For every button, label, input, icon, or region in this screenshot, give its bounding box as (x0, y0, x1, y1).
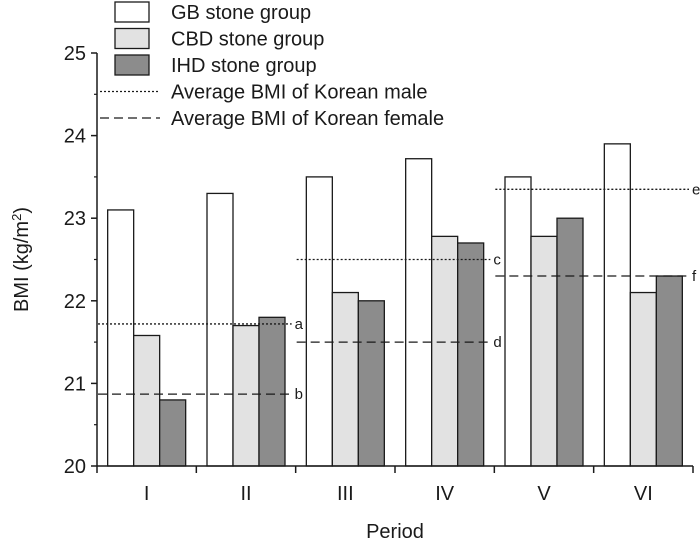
x-tick-label-I: I (144, 483, 150, 505)
bar-gb-VI (603, 143, 631, 467)
reference-line-tag-f: f (692, 268, 697, 285)
y-tick-label-20: 20 (64, 456, 86, 478)
bar-gb-III (305, 176, 333, 467)
reference-line-tag-c: c (493, 252, 501, 269)
x-tick-label-III: III (337, 483, 354, 505)
bar-ihd-II (258, 316, 286, 467)
legend-label-ihd: IHD stone group (171, 55, 317, 77)
x-tick-label-IV: IV (435, 483, 455, 505)
bar-cbd-IV (431, 235, 459, 467)
y-tick-label-21: 21 (64, 373, 86, 395)
legend-label-dashed: Average BMI of Korean female (171, 108, 444, 130)
y-tick-label-24: 24 (64, 126, 86, 148)
x-tick-label-II: II (240, 483, 251, 505)
x-axis-title: Period (366, 521, 424, 541)
bar-cbd-III (331, 291, 359, 467)
reference-line-tag-e: e (692, 181, 700, 198)
y-tick-label-25: 25 (64, 43, 86, 65)
y-tick-label-23: 23 (64, 208, 86, 230)
bar-ihd-VI (655, 275, 683, 467)
x-tick-label-V: V (537, 483, 551, 505)
bars-layer: a c e b d f (98, 143, 700, 467)
legend-label-dotted: Average BMI of Korean male (171, 82, 427, 104)
bar-gb-I (107, 209, 135, 467)
legend: GB stone group CBD stone group IHD stone g… (100, 1, 444, 130)
bar-gb-II (206, 192, 234, 467)
bar-ihd-III (357, 300, 385, 467)
bar-ihd-IV (457, 242, 485, 467)
legend-label-cbd: CBD stone group (171, 29, 324, 51)
bar-cbd-V (530, 235, 558, 467)
bar-cbd-I (133, 334, 161, 467)
legend-swatch-ihd (114, 54, 150, 76)
bar-cbd-VI (629, 291, 657, 467)
legend-swatch-gb (114, 1, 150, 23)
reference-line-tag-a: a (295, 316, 304, 333)
reference-line-tag-b: b (295, 386, 303, 403)
y-tick-label-22: 22 (64, 291, 86, 313)
x-tick-label-VI: VI (634, 483, 653, 505)
bar-ihd-V (556, 217, 584, 467)
bar-cbd-II (232, 324, 260, 467)
y-axis-title: BMI (kg/m2) (9, 207, 34, 312)
reference-line-tag-d: d (493, 334, 501, 351)
bar-ihd-I (159, 399, 187, 467)
legend-label-gb: GB stone group (171, 2, 311, 24)
bar-gb-IV (405, 158, 433, 467)
legend-swatch-cbd (114, 27, 150, 50)
bar-gb-V (504, 176, 532, 467)
